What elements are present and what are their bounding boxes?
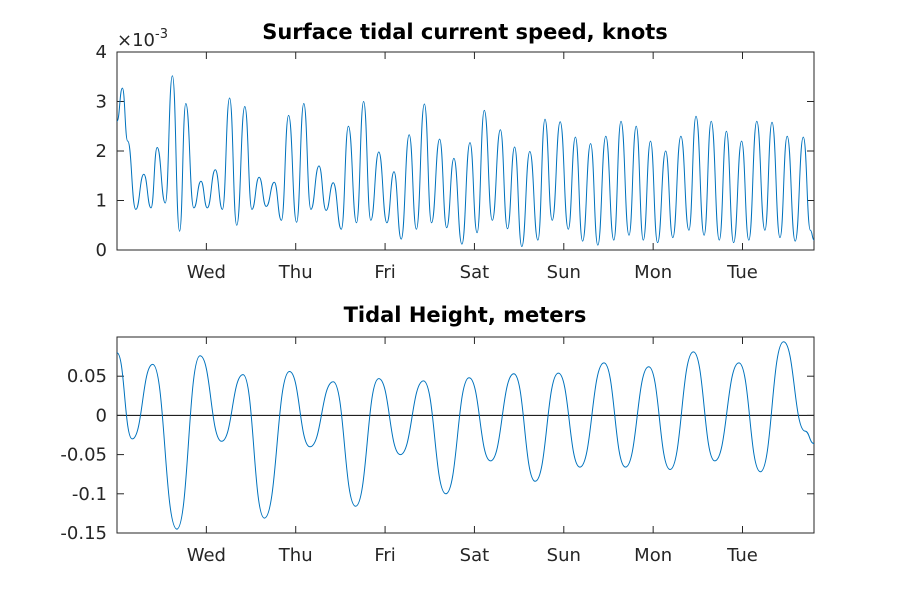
x-tick-label: Sat bbox=[460, 545, 490, 566]
y-tick-label: 0.05 bbox=[67, 366, 107, 387]
x-tick-label: Fri bbox=[374, 262, 395, 283]
ticks-height: -0.15 -0.1 -0.05 0 0.05 Wed Thu Fri Sat Sun Mon Tue bbox=[60, 337, 814, 566]
y-tick-label: 0 bbox=[96, 240, 107, 261]
x-tick-label: Sun bbox=[547, 262, 581, 283]
y-tick-label: 2 bbox=[96, 141, 107, 162]
y-tick-label: 1 bbox=[96, 191, 107, 212]
x-tick-label: Wed bbox=[187, 545, 226, 566]
y-tick-label: -0.1 bbox=[72, 484, 107, 505]
axes-box-height bbox=[116, 336, 815, 534]
y-exponent-base: ×10 bbox=[117, 30, 155, 51]
y-tick-label: -0.05 bbox=[60, 445, 107, 466]
y-exponent-label: ×10-3 bbox=[117, 27, 168, 51]
ticks-current: 0 1 2 3 4 Wed Thu Fri Sat Sun Mon Tue bbox=[96, 42, 814, 283]
y-exponent-power: -3 bbox=[155, 27, 168, 42]
axes-box-current bbox=[116, 51, 815, 251]
x-tick-label: Fri bbox=[374, 545, 395, 566]
x-tick-label: Wed bbox=[187, 262, 226, 283]
x-tick-label: Mon bbox=[634, 262, 672, 283]
x-tick-label: Sun bbox=[547, 545, 581, 566]
x-tick-label: Mon bbox=[634, 545, 672, 566]
chart-title-current: Surface tidal current speed, knots bbox=[262, 20, 668, 44]
x-tick-label: Thu bbox=[278, 262, 313, 283]
chart-tidal-height: Tidal Height, meters -0.15 -0.1 -0.05 0 0.05… bbox=[60, 303, 815, 566]
x-tick-label: Thu bbox=[278, 545, 313, 566]
series-line-current bbox=[116, 75, 815, 248]
chart-title-height: Tidal Height, meters bbox=[344, 303, 587, 327]
x-tick-label: Tue bbox=[726, 262, 758, 283]
y-tick-label: 4 bbox=[96, 42, 107, 63]
x-tick-label: Sat bbox=[460, 262, 490, 283]
y-tick-label: 0 bbox=[96, 405, 107, 426]
y-tick-label: -0.15 bbox=[60, 523, 107, 544]
series-line-height bbox=[116, 341, 815, 530]
y-tick-label: 3 bbox=[96, 92, 107, 113]
chart-surface-current: Surface tidal current speed, knots ×10-3… bbox=[96, 20, 815, 283]
x-tick-label: Tue bbox=[726, 545, 758, 566]
